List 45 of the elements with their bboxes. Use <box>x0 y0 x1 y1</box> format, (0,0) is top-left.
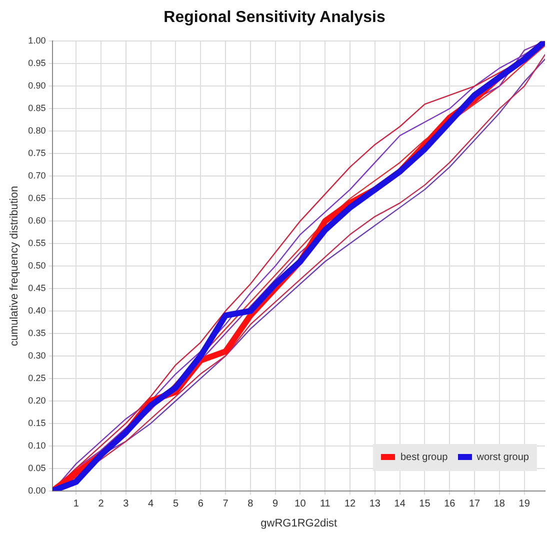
x-tick-label: 19 <box>518 498 530 510</box>
y-tick-label: 0.65 <box>28 193 46 204</box>
x-tick-label: 11 <box>320 498 331 510</box>
x-tick-label: 5 <box>172 498 179 510</box>
x-tick-label: 9 <box>272 498 279 510</box>
y-tick-label: 0.50 <box>28 260 46 270</box>
legend-label: worst group <box>476 452 529 463</box>
x-tick-label: 18 <box>494 498 506 510</box>
y-tick-label: 0.95 <box>28 58 46 68</box>
x-tick-label: 13 <box>369 498 381 510</box>
y-tick-label: 0.05 <box>28 462 46 473</box>
y-tick-label: 0.90 <box>28 80 46 91</box>
x-axis-title: gwRG1RG2dist <box>260 517 338 530</box>
y-axis-title: cumulative frequency distribution <box>8 186 21 346</box>
y-tick-label: 0.55 <box>28 238 46 248</box>
y-tick-label: 0.35 <box>28 328 46 338</box>
y-tick-label: 0.70 <box>28 170 46 181</box>
x-tick-label: 15 <box>419 498 431 510</box>
y-tick-label: 0.30 <box>28 350 46 360</box>
y-tick-label: 0.25 <box>28 372 46 383</box>
y-tick-label: 0.80 <box>28 126 46 136</box>
x-tick-label: 10 <box>294 498 306 510</box>
x-tick-label: 4 <box>148 498 154 510</box>
y-tick-label: 0.40 <box>28 305 46 316</box>
y-tick-label: 0.15 <box>28 418 46 428</box>
y-tick-label: 0.00 <box>28 485 46 496</box>
y-tick-label: 0.20 <box>28 395 46 406</box>
x-tick-label: 14 <box>394 498 406 510</box>
x-tick-label: 17 <box>468 498 481 510</box>
x-tick-label: 1 <box>73 498 80 510</box>
y-tick-label: 0.75 <box>28 148 46 158</box>
y-tick-label: 0.60 <box>28 216 46 226</box>
chart-title: Regional Sensitivity Analysis <box>164 9 386 26</box>
x-tick-label: 3 <box>123 498 130 510</box>
x-tick-label: 2 <box>98 498 104 510</box>
y-tick-label: 0.85 <box>28 103 46 114</box>
y-tick-label: 1.00 <box>28 36 46 46</box>
x-tick-label: 6 <box>198 498 204 510</box>
x-tick-label: 7 <box>222 498 229 510</box>
legend-label: best group <box>400 452 448 463</box>
x-tick-label: 12 <box>344 498 356 510</box>
x-tick-label: 8 <box>248 498 254 510</box>
y-tick-label: 0.10 <box>28 440 46 450</box>
y-tick-label: 0.45 <box>28 282 46 293</box>
x-tick-label: 16 <box>444 498 456 510</box>
